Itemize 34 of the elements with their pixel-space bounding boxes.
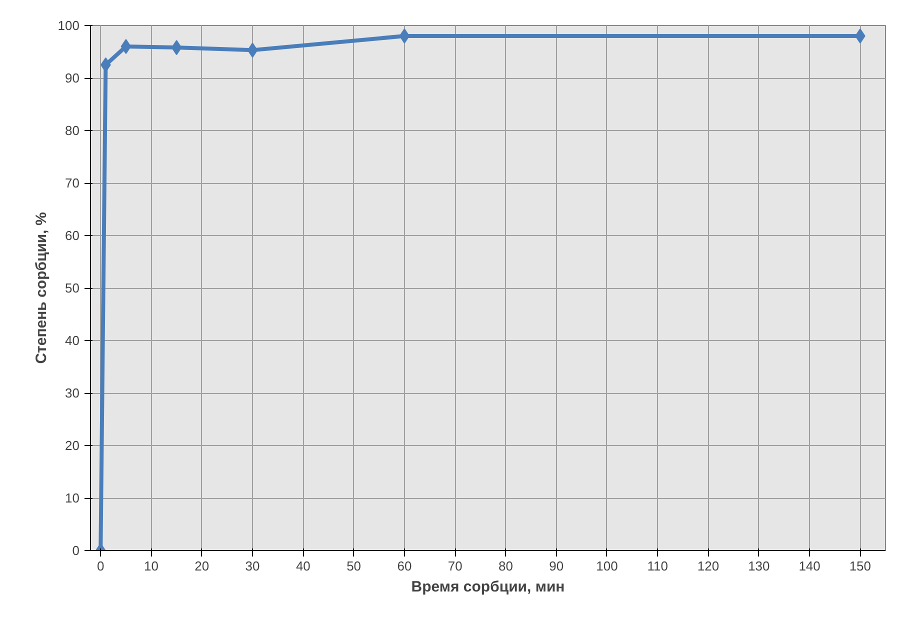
- x-tick-label: 80: [498, 558, 513, 574]
- x-tick-label: 140: [798, 558, 820, 574]
- x-tick-label: 120: [697, 558, 720, 574]
- x-tick-label: 20: [194, 558, 210, 574]
- x-tick-label: 70: [448, 558, 462, 574]
- x-tick-label: 10: [144, 558, 159, 574]
- x-tick-label: 30: [245, 558, 260, 574]
- y-tick-label: 90: [65, 70, 80, 86]
- x-tick-label: 150: [849, 558, 872, 574]
- y-tick-label: 10: [65, 490, 80, 506]
- x-tick-label: 60: [397, 558, 412, 574]
- y-axis-title: Степень сорбции, %: [32, 212, 50, 364]
- y-tick-label: 80: [65, 123, 80, 138]
- y-tick-label: 0: [72, 543, 80, 558]
- y-tick-label: 50: [65, 280, 80, 296]
- point: [855, 28, 866, 44]
- point: [399, 28, 410, 44]
- x-tick-label: 100: [596, 558, 618, 574]
- y-tick-label: 40: [65, 333, 80, 348]
- y-tick-label: 70: [65, 176, 80, 190]
- x-tick-label: 110: [647, 558, 668, 574]
- x-tick-label: 0: [97, 558, 104, 574]
- point: [247, 42, 258, 58]
- x-tick-label: 90: [549, 558, 564, 574]
- point: [171, 40, 182, 56]
- x-tick-label: 40: [296, 558, 310, 574]
- y-tick-label: 20: [65, 438, 80, 453]
- x-tick-label: 130: [748, 558, 770, 574]
- point: [120, 39, 132, 54]
- x-tick-label: 50: [346, 558, 362, 574]
- x-axis-title: Время сорбции, мин: [411, 578, 565, 596]
- y-tick-label: 30: [65, 386, 80, 400]
- y-tick-label: 60: [65, 228, 80, 243]
- y-tick-label: 100: [58, 18, 80, 33]
